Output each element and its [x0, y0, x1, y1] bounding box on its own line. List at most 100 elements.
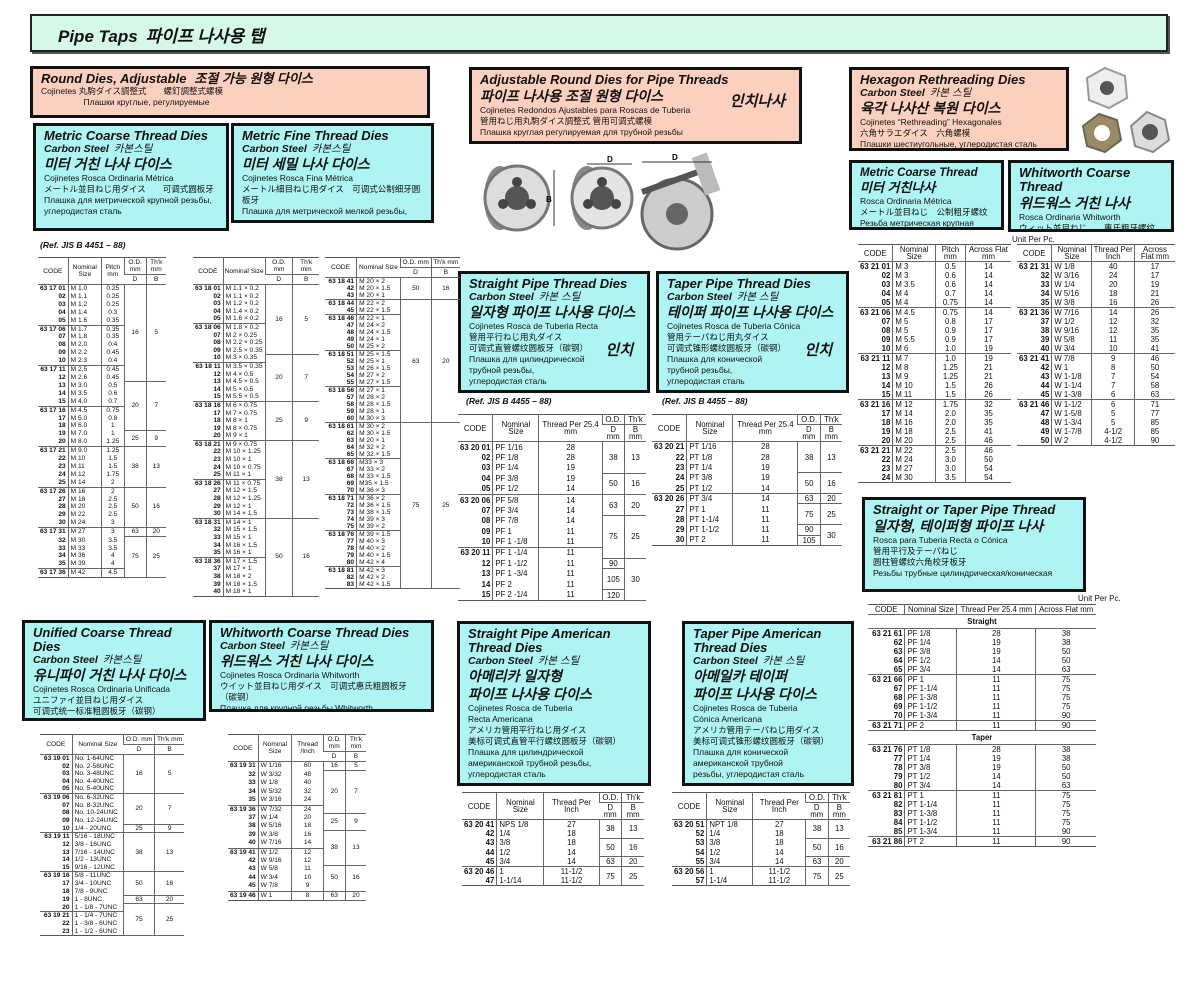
table-row: 83 M 42 × 1.5 — [325, 581, 460, 589]
material: Carbon Steel — [860, 87, 925, 99]
cell: 63 — [123, 527, 147, 538]
code-cell: 32 — [58, 536, 66, 544]
cell: 38 — [1035, 744, 1096, 754]
table-row: 05 M 1.6 0.35 — [38, 316, 166, 326]
table-row: 68 M 33 × 1.5 — [325, 473, 460, 480]
table-row: 14 M 5 × 0.5 — [193, 385, 319, 394]
code-cell: 14 — [58, 389, 66, 397]
code-cell: 38 — [213, 572, 221, 580]
code-cell: 50 — [346, 343, 355, 350]
cell: 14 — [1091, 307, 1135, 317]
cell: 25 — [145, 536, 166, 579]
code-cell: 04 — [58, 308, 66, 316]
description-line: Cojinetes Rosca Ordinaria Métrica — [44, 173, 174, 183]
code-cell: 43 — [346, 292, 355, 299]
cell: 11 — [291, 865, 324, 874]
table-row: 43 W 5/8 11 50 16 — [228, 864, 366, 892]
cell: 35 — [1133, 326, 1175, 335]
column-header: CODE — [325, 257, 357, 278]
description-line: Rosca Ordinaria Métrica — [860, 196, 952, 206]
table-row: 44 1/2 14 — [462, 847, 644, 857]
cell: 1 - 1/8 - 7UNC — [71, 903, 124, 912]
table-row: 48 W 1-3/4 5 85 — [1017, 418, 1175, 427]
table-row: 40 M 18 × 1 — [193, 588, 319, 597]
hex-die-image — [1081, 112, 1123, 154]
table-row: 07 PF 3/4 14 — [458, 505, 646, 516]
column-header: O.D. mm — [322, 734, 346, 752]
cell: 11 — [956, 693, 1036, 702]
code-cell: 45 — [485, 857, 495, 867]
table-row: 62 M 30 × 1.5 — [325, 430, 460, 437]
cell: M 20 × 2 — [356, 277, 401, 285]
code-cell: 04 — [481, 474, 491, 484]
cell: M 3 — [892, 261, 936, 271]
cell: 11 — [538, 526, 603, 537]
cell: 25 — [122, 823, 155, 834]
code-cell: 82 — [346, 574, 355, 581]
table-row: 63 18 76 M 39 × 1.5 — [325, 530, 460, 538]
table-row: 12 PF 1 -1/2 11 90 30 — [458, 557, 646, 601]
header-row: CODE Nominal Size O.D. mm Th'k mm — [193, 257, 319, 285]
table-row: 63 19 46 W 1 8 63 20 — [228, 890, 366, 902]
cell: 3.5 — [100, 544, 125, 553]
cell: M 24 — [67, 519, 102, 528]
cell: PF 1-1/4 — [904, 684, 957, 693]
header-row: CODE Nominal Size Thread Per 25.4 mm Across… — [868, 604, 1096, 615]
cell: M 9.0 — [67, 446, 102, 456]
cell: 20 — [624, 493, 646, 517]
cell: 11 — [956, 800, 1036, 809]
cell: PT 1/4 — [904, 754, 957, 763]
cell: W 1/16 — [257, 760, 292, 771]
table-row: 07 M 2 × 0.25 — [193, 331, 319, 340]
cell: 12 — [291, 847, 324, 857]
table-6320-nps: CODE Nominal Size Thread Per Inch O.D. Th'k D… — [462, 792, 644, 887]
table-row: 63 20 11 PF 1 -1/4 11 — [458, 546, 646, 559]
cell: 90 — [1133, 436, 1175, 446]
column-subheader: D — [400, 267, 432, 278]
cell: M 12 × 1.25 — [222, 495, 266, 503]
cell: 14 — [964, 289, 1011, 298]
code-cell: 42 — [248, 856, 256, 864]
cell: PF 1-3/4 — [904, 711, 957, 721]
cell: 1 — [496, 866, 544, 877]
cell: 14 — [538, 515, 603, 527]
cell: 26 — [1133, 298, 1175, 308]
cell: M 36 × 1.5 — [356, 502, 401, 509]
cell: M 5 — [892, 317, 936, 326]
column-subheader: B — [154, 744, 184, 755]
table-row: 40 W 3/4 10 41 — [1017, 344, 1175, 354]
cell: 38 — [322, 830, 346, 866]
cell: 63 — [122, 894, 155, 905]
cell: 7/16 - 14UNC — [71, 848, 124, 857]
description-line: アメリカ管用平行ねじ用ダイス — [468, 725, 587, 735]
column-header: Nominal Size — [67, 257, 102, 285]
code-cell: 34 — [58, 552, 66, 560]
table-row: 63 18 21 M 9 × 0.75 38 13 — [193, 439, 319, 519]
title-english: Whitworth Coarse Thread Dies — [220, 625, 410, 640]
cell: 28 — [732, 440, 798, 452]
description-line: Плашка для цилиндрической — [468, 747, 584, 757]
table-row: 67 M 33 × 2 — [325, 466, 460, 473]
cell: 2.5 — [934, 436, 966, 446]
cell: M 10 — [892, 381, 936, 390]
cell: PF 1 — [492, 526, 539, 537]
cell: M 18 — [892, 427, 936, 436]
cell: M 18 × 1 — [222, 588, 266, 597]
code-cell: 63 19 16 — [40, 871, 73, 880]
cell: W 1/2 — [257, 847, 292, 857]
cell: M 25 × 1.5 — [356, 350, 401, 358]
table-row: 74 M 39 × 3 — [325, 516, 460, 523]
code-cell: 07 — [62, 801, 70, 809]
code-cell: 04 — [62, 777, 70, 785]
cell: 14 — [543, 856, 600, 867]
code-cell: 03 — [481, 463, 491, 473]
column-header: Nominal Size — [356, 257, 401, 278]
table-row: 08 M 5 0.9 17 — [858, 326, 1011, 335]
table-row: 14 1/2 - 13UNC — [40, 856, 184, 864]
material-korean: 카본스틸 — [102, 654, 142, 666]
code-cell: 63 20 51 — [672, 819, 707, 829]
title-english: Metric Fine Thread Dies — [242, 128, 389, 143]
korean-title: 유니파이 거친 나사 다이스 — [33, 667, 187, 683]
table-row: 57 1-1/4 11-1/2 — [672, 876, 850, 886]
material-line: Carbon Steel 카본스틸 — [44, 143, 218, 155]
